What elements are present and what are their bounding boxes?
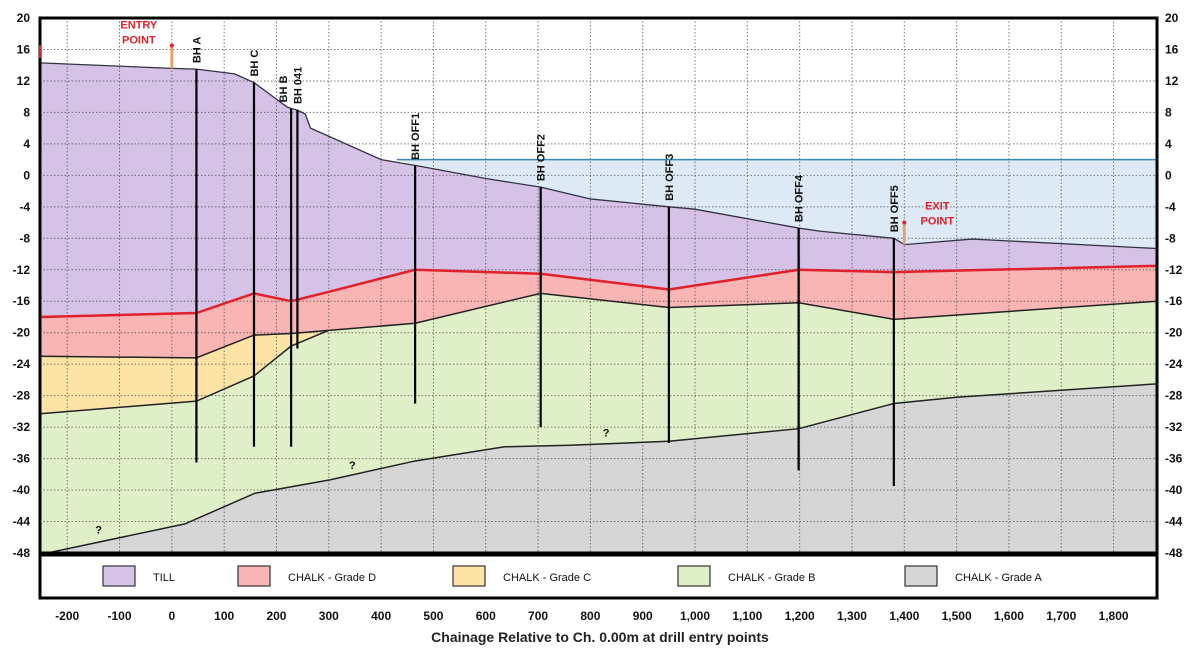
y-tick-label-right: -32 [1165,420,1183,434]
legend-box [38,553,1159,600]
x-tick-label: 1,800 [1099,609,1129,623]
y-tick-label-left: 20 [17,11,31,25]
plot-area [40,18,1157,553]
x-tick-label: 1,100 [732,609,762,623]
borehole-label: BH OFF4 [794,174,806,222]
y-tick-label-left: 8 [23,105,30,119]
y-tick-label-left: -44 [13,515,31,529]
x-tick-label: 600 [476,609,496,623]
x-tick-label: 800 [580,609,600,623]
y-tick-label-left: -28 [13,389,31,403]
y-tick-label-left: -32 [13,420,31,434]
x-tick-label: -200 [55,609,79,623]
drill-point-dot [169,43,174,48]
x-tick-label: 0 [168,609,175,623]
plot-frame [38,16,1159,555]
legend-label: TILL [153,572,175,584]
x-tick-label: 900 [633,609,653,623]
borehole-label: BH OFF1 [410,113,422,160]
x-tick-label: -100 [108,609,132,623]
drill-point-label: ENTRY [120,20,158,32]
ground-surface-line [40,62,1157,250]
y-tick-label-right: -48 [1165,546,1183,560]
drill-point-dot [902,220,907,225]
x-tick-label: 300 [319,609,339,623]
x-tick-label: 100 [214,609,234,623]
x-tick-label: 500 [423,609,443,623]
uncertain-boundary-mark: ? [95,524,102,536]
layer-chalk-grade-c [40,330,329,414]
x-tick-label: 1,600 [994,609,1024,623]
x-axis-title: Chainage Relative to Ch. 0.00m at drill … [431,629,769,645]
water-area [396,159,1157,249]
legend-label: CHALK - Grade C [503,572,591,584]
x-tick-label: 1,300 [837,609,867,623]
x-tick-label: 1,200 [785,609,815,623]
layer-chalk-grade-d [40,265,1157,358]
y-tick-label-right: 4 [1165,137,1172,151]
y-tick-label-left: -16 [13,294,31,308]
layer-chalk-grade-a [47,383,1157,553]
x-tick-label: 200 [266,609,286,623]
drill-point-label: POINT [920,216,954,228]
legend-label: CHALK - Grade B [728,572,815,584]
y-tick-label-right: -20 [1165,326,1183,340]
layer-till [40,62,1157,317]
y-tick-label-left: 12 [17,74,31,88]
y-tick-label-right: -12 [1165,263,1183,277]
y-tick-label-left: -36 [13,452,31,466]
legend-label: CHALK - Grade D [288,572,376,584]
legend-label: CHALK - Grade A [955,572,1042,584]
legend-swatch [237,565,271,587]
borehole-label: BH 041 [292,67,304,104]
borehole-label: BH OFF5 [889,185,901,232]
drill-point-label: EXIT [925,201,950,213]
borehole-label: BH OFF3 [664,154,676,201]
y-tick-label-left: -8 [19,231,30,245]
y-tick-label-left: -24 [13,357,31,371]
y-tick-label-left: 0 [23,168,30,182]
legend-swatch [102,565,136,587]
legend-swatch [677,565,711,587]
borehole-label: BH OFF2 [536,134,548,181]
y-tick-label-left: 4 [23,137,30,151]
y-tick-label-right: 12 [1165,74,1179,88]
y-tick-label-left: -12 [13,263,31,277]
legend-swatch [452,565,486,587]
y-tick-label-right: -28 [1165,389,1183,403]
x-tick-label: 700 [528,609,548,623]
uncertain-boundary-mark: ? [603,428,610,440]
y-tick-label-left: -40 [13,483,31,497]
drill-point-label: POINT [122,35,156,47]
y-tick-label-right: -44 [1165,515,1183,529]
y-tick-label-right: -36 [1165,452,1183,466]
borehole-label: BH A [191,37,203,64]
y-tick-label-left: -4 [19,200,30,214]
x-tick-label: 400 [371,609,391,623]
y-tick-label-right: 8 [1165,105,1172,119]
x-tick-label: 1,500 [942,609,972,623]
y-tick-label-right: -8 [1165,231,1176,245]
y-tick-label-left: 16 [17,42,31,56]
y-tick-label-right: -24 [1165,357,1183,371]
chalk-b-base-line [43,383,1157,553]
borehole-label: BH B [278,76,290,103]
y-tick-label-right: -40 [1165,483,1183,497]
uncertain-boundary-mark: ? [349,460,356,472]
y-tick-label-right: 20 [1165,11,1179,25]
y-tick-label-right: 0 [1165,168,1172,182]
y-tick-label-right: -16 [1165,294,1183,308]
legend-swatch [904,565,938,587]
x-tick-label: 1,400 [889,609,919,623]
x-tick-label: 1,000 [680,609,710,623]
y-tick-label-right: 16 [1165,42,1179,56]
y-tick-label-right: -4 [1165,200,1176,214]
y-tick-label-left: -20 [13,326,31,340]
x-tick-label: 1,700 [1046,609,1076,623]
borehole-label: BH C [249,50,261,77]
y-tick-label-left: -48 [13,546,31,560]
layer-chalk-grade-b [40,293,1157,553]
